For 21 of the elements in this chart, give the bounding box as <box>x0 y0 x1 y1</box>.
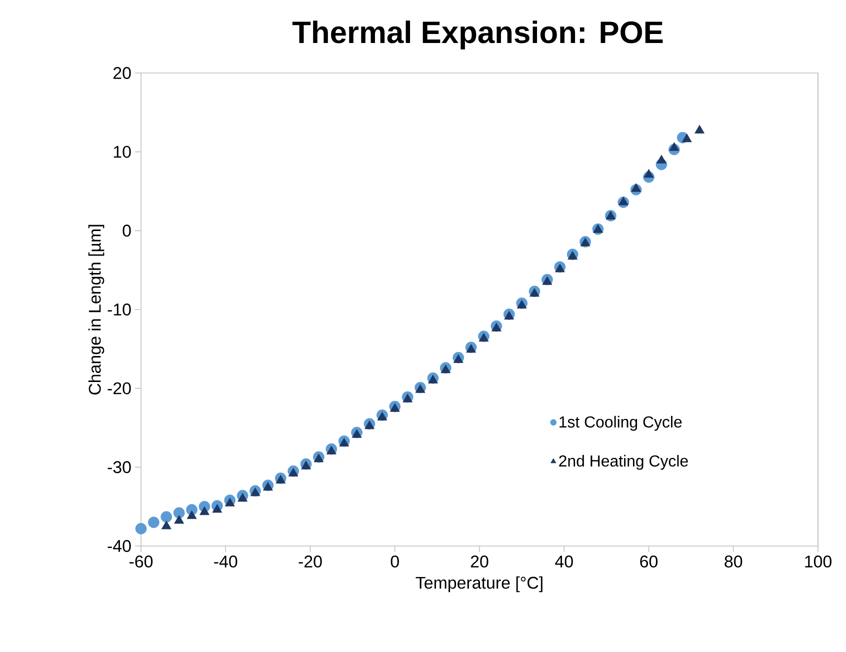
y-tick-label: -20 <box>108 382 131 394</box>
legend-label: 1st Cooling Cycle <box>560 416 682 431</box>
y-tick-label: 20 <box>114 67 131 80</box>
chart-title: Thermal Expansion: POE <box>292 20 663 50</box>
y-tick-label: 0 <box>122 224 131 237</box>
y-tick-label: -30 <box>108 461 131 474</box>
x-tick-label: 40 <box>555 556 573 568</box>
y-tick-label: 10 <box>114 146 131 158</box>
x-tick-label: -60 <box>130 556 153 568</box>
x-axis-title: Temperature [°C] <box>416 576 542 592</box>
y-tick-label: -10 <box>108 304 131 316</box>
y-axis-title: Change in Length [µm] <box>88 224 104 394</box>
x-tick-label: -40 <box>214 556 238 568</box>
x-tick-label: 80 <box>724 556 742 568</box>
x-tick-label: 20 <box>470 556 488 568</box>
x-tick-label: 100 <box>805 556 832 568</box>
x-tick-label: 60 <box>640 556 658 568</box>
x-tick-label: -20 <box>298 556 322 568</box>
y-tick-label: -40 <box>108 540 131 552</box>
x-tick-label: 0 <box>390 556 399 568</box>
legend-label: 2nd Heating Cycle <box>559 454 688 470</box>
